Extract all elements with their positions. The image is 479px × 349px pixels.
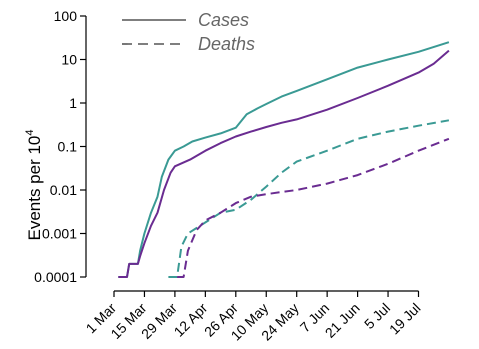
legend-label-cases: Cases bbox=[198, 10, 249, 30]
y-axis-title: Events per 104 bbox=[24, 129, 44, 240]
cases-teal-line bbox=[118, 41, 450, 278]
x-tick-label: 19 Jul bbox=[386, 300, 424, 338]
plot-area bbox=[118, 41, 450, 278]
y-tick-label: 0.0001 bbox=[34, 269, 77, 285]
legend: Cases Deaths bbox=[122, 10, 255, 54]
x-tick-label: 21 Jun bbox=[322, 300, 363, 341]
y-tick-label: 0.001 bbox=[42, 226, 77, 242]
deaths-teal-line bbox=[168, 119, 450, 278]
legend-label-deaths: Deaths bbox=[198, 34, 255, 54]
y-tick-label: 0.01 bbox=[50, 182, 77, 198]
cases-purple-line bbox=[118, 49, 450, 278]
y-tick-label: 0.1 bbox=[58, 139, 78, 155]
y-tick-label: 1 bbox=[69, 95, 77, 111]
y-tick-label: 100 bbox=[54, 8, 78, 24]
x-tick-label: 12 Apr bbox=[171, 300, 211, 340]
y-axis: 100 10 1 0.1 0.01 0.001 0.0001 bbox=[34, 8, 87, 285]
deaths-purple-line bbox=[177, 137, 450, 278]
y-tick-label: 10 bbox=[61, 52, 77, 68]
